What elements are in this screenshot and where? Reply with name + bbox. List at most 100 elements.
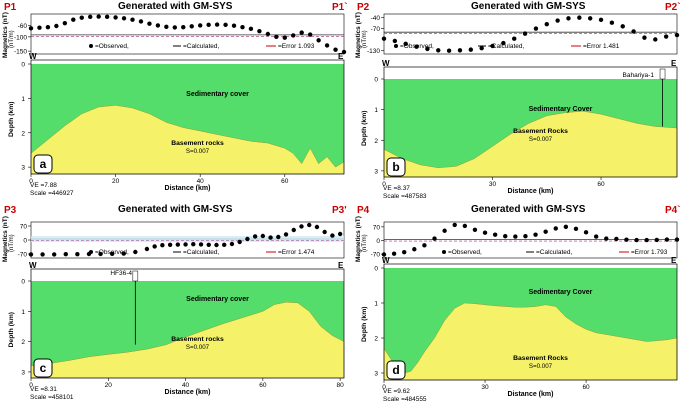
xtick-label: 30: [481, 384, 489, 391]
depth-ytick-label: 2: [374, 336, 378, 343]
observed-point: [121, 251, 126, 256]
mag-ytick-label: -70: [18, 252, 28, 259]
profile-end-label: P1`: [332, 2, 348, 13]
west-label: W: [29, 261, 37, 270]
well-icon: [659, 68, 666, 80]
depth-ytick-label: 2: [374, 138, 378, 145]
observed-point: [337, 231, 343, 237]
profile-end-label: P4`: [665, 205, 681, 216]
mag-ytick-label: 0: [376, 238, 380, 245]
panel-letter: b: [392, 160, 399, 174]
topography-strip: [31, 269, 344, 281]
panel-c: Generated with GM-SYS P3 P3' 70 0 -70 Magnetic…: [2, 204, 347, 401]
panel-letter: d: [392, 363, 399, 377]
observed-point: [62, 20, 68, 26]
observed-point: [268, 235, 273, 240]
depth-ytick-label: 3: [374, 371, 378, 378]
ve-label: VE =7.88: [30, 182, 57, 189]
observed-point: [442, 228, 447, 233]
panel-title: Generated with GM-SYS: [118, 204, 233, 215]
panel-title: Generated with GM-SYS: [471, 1, 586, 12]
observed-point: [523, 234, 528, 239]
profile-start-label: P1: [4, 2, 17, 13]
basement-layer: [30, 301, 345, 379]
observed-point: [422, 243, 427, 248]
model-frame: [30, 268, 345, 379]
depth-ytick-label: 0: [374, 77, 378, 84]
xtick-label: 20: [105, 382, 113, 389]
observed-point: [144, 246, 150, 252]
observed-point: [462, 223, 468, 229]
observed-point: [28, 252, 34, 257]
west-label: W: [382, 59, 390, 68]
xtick-label: 40: [197, 178, 205, 185]
mag-yunit: (nT/m): [362, 30, 368, 48]
profile-start-label: P3: [4, 205, 17, 216]
xtick-label: 60: [259, 382, 267, 389]
observed-point: [54, 23, 59, 29]
mag-yunit: (nT/m): [9, 234, 15, 252]
observed-point: [663, 34, 669, 39]
observed-point: [164, 24, 169, 30]
observed-point: [609, 20, 615, 25]
observed-point: [533, 232, 538, 237]
observed-point: [189, 24, 194, 29]
depth-ytick-label: 1: [21, 96, 25, 103]
observed-point: [257, 28, 262, 34]
observed-point: [624, 237, 629, 242]
observed-point: [231, 23, 237, 28]
xtick-label: 40: [182, 382, 190, 389]
observed-point: [197, 23, 203, 28]
depth-ylabel: Depth (km): [8, 312, 15, 348]
sedimentary-label: Sedimentary cover: [186, 91, 249, 98]
observed-point: [274, 34, 279, 40]
observed-point: [248, 26, 254, 32]
susceptibility-label: S=0.007: [186, 344, 210, 351]
observed-point: [403, 41, 408, 47]
observed-point: [577, 15, 582, 20]
observed-point: [412, 247, 417, 252]
observed-point: [644, 237, 649, 243]
observed-point: [98, 251, 103, 257]
observed-point: [181, 24, 186, 30]
observed-point: [109, 251, 115, 256]
topography-strip: [384, 67, 677, 79]
legend-error: =Error 1.793: [631, 249, 668, 256]
observed-point: [37, 25, 42, 30]
observed-point: [282, 35, 287, 40]
observed-point: [391, 251, 397, 256]
observed-point: [138, 19, 144, 24]
observed-point: [291, 227, 296, 233]
xtick-label: 60: [597, 181, 605, 188]
observed-point: [490, 43, 495, 49]
observed-point: [604, 236, 609, 241]
scale-label: Scale =487583: [383, 193, 427, 200]
observed-point: [237, 239, 242, 245]
xtick-label: 0: [382, 181, 386, 188]
observed-point: [436, 48, 441, 53]
observed-point: [291, 33, 296, 38]
panel-letter-badge: [386, 360, 406, 380]
basement-label: Basement Rocks: [513, 355, 568, 362]
observed-point: [322, 229, 327, 235]
panel-title: Generated with GM-SYS: [471, 204, 586, 215]
observed-point: [28, 26, 34, 31]
observed-point: [252, 234, 258, 239]
legend-observed: =Observed,: [400, 43, 434, 50]
xtick-label: 80: [337, 382, 345, 389]
observed-point: [167, 242, 173, 247]
error-band: [31, 236, 344, 242]
mag-ylabel: Magnetics (nT): [355, 12, 362, 58]
observed-point: [555, 18, 560, 23]
panel-b: Generated with GM-SYS P2 P2` -40 -70 -130 Magn…: [355, 1, 681, 200]
observed-point: [330, 233, 335, 238]
observed-point: [533, 26, 539, 31]
observed-point: [214, 242, 219, 248]
legend-calculated: =Calculated,: [488, 43, 525, 50]
observed-point: [492, 232, 498, 237]
east-label: E: [671, 256, 677, 265]
xlabel: Distance (km): [508, 188, 554, 195]
observed-point: [324, 43, 330, 48]
observed-point: [121, 16, 127, 21]
mag-ytick-label: -70: [371, 26, 381, 33]
